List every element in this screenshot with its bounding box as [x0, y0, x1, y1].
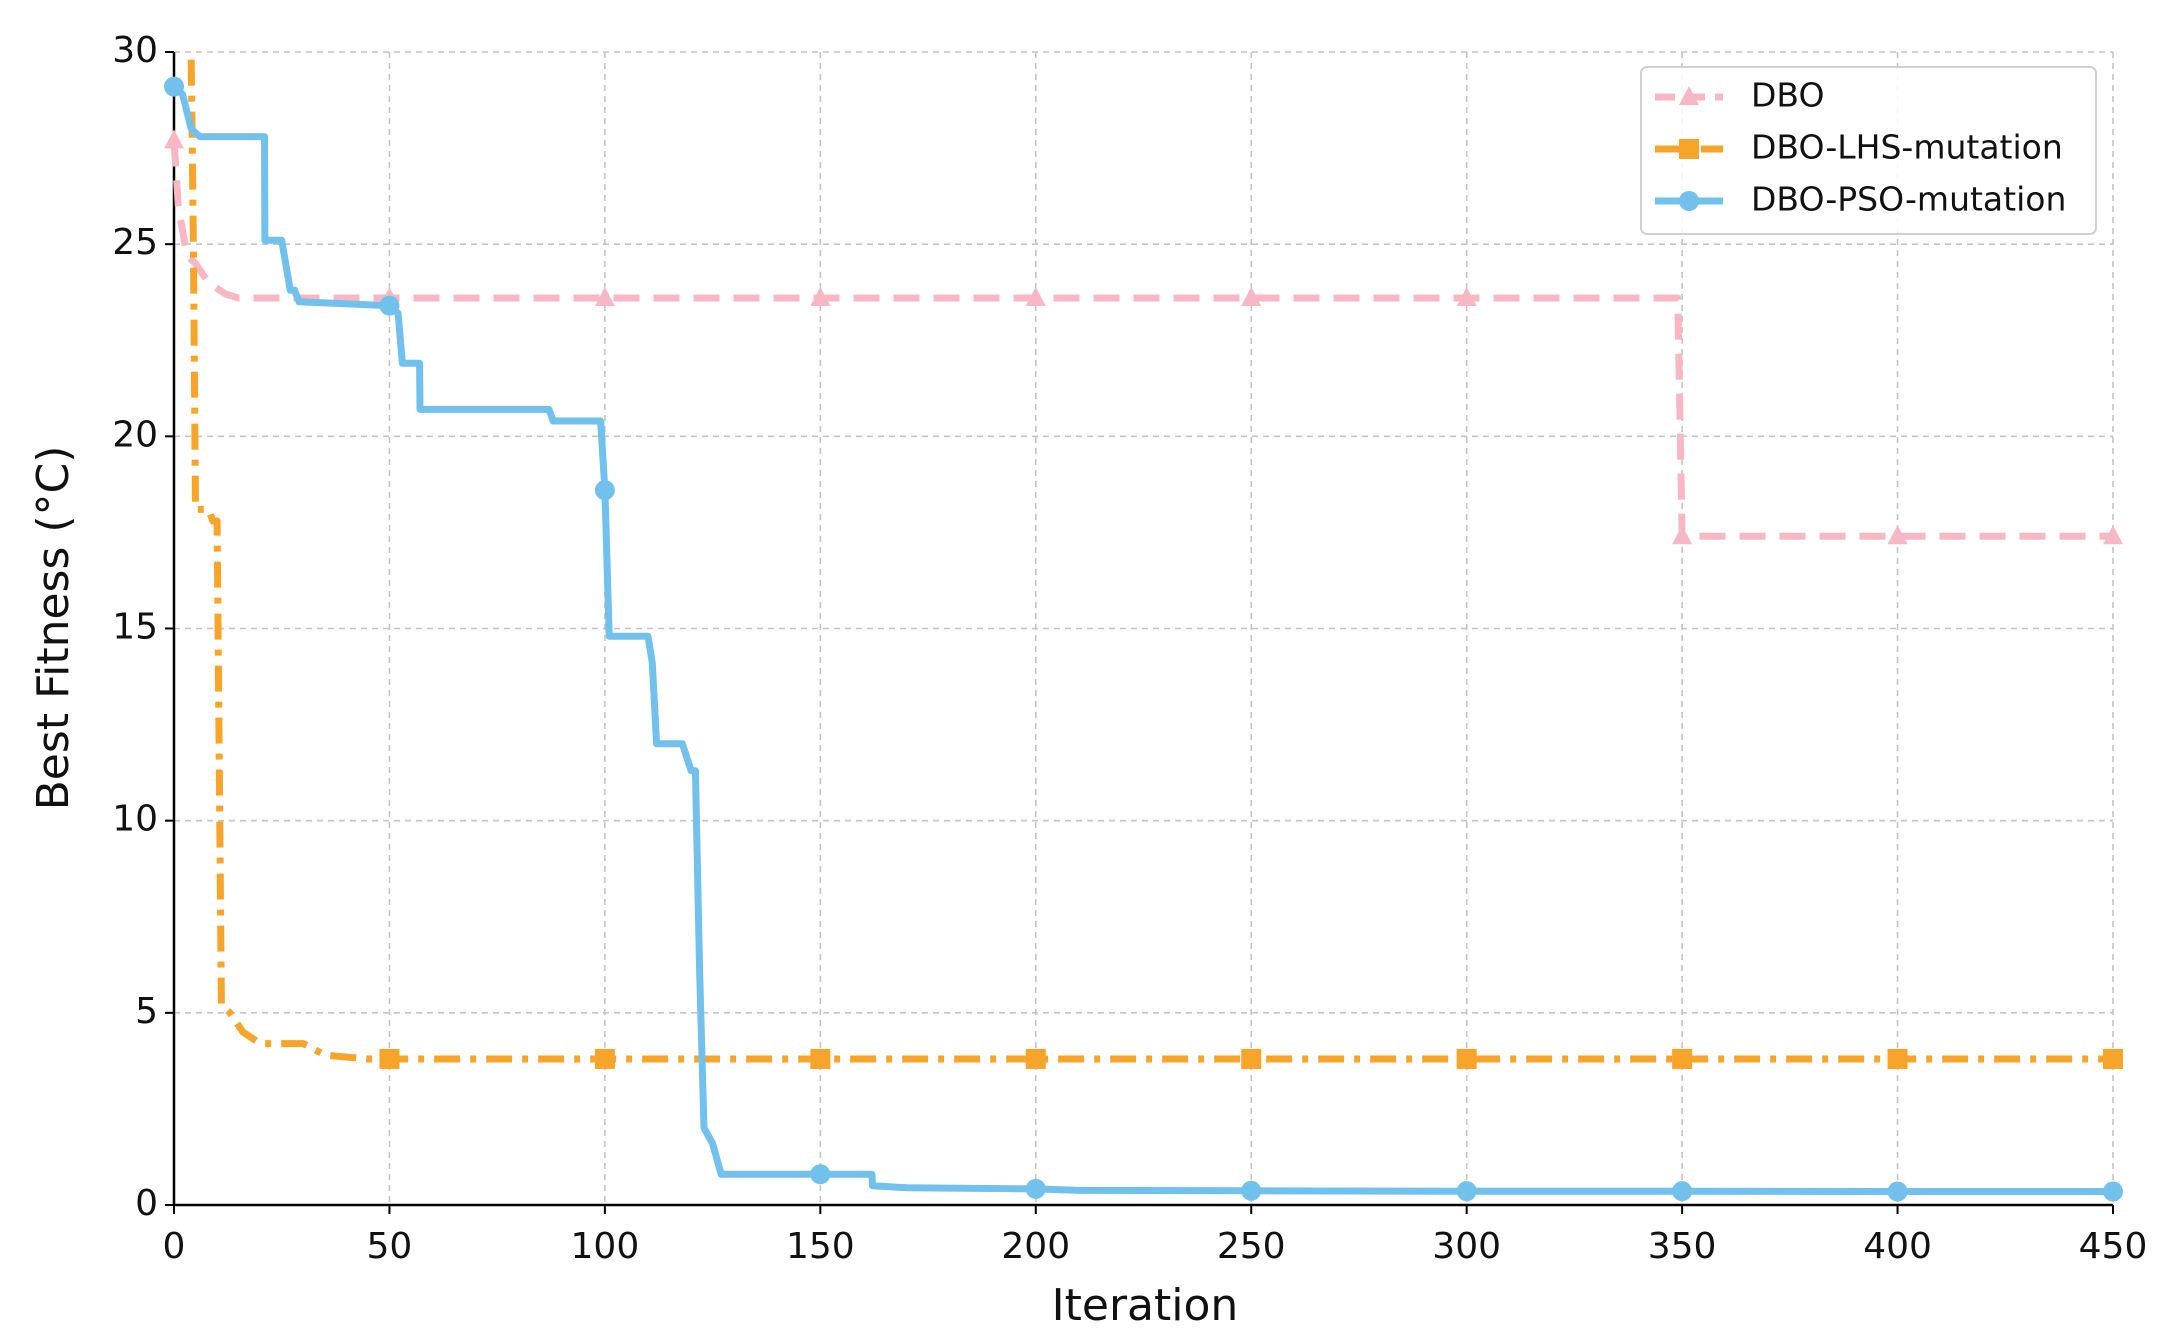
marker [1241, 1180, 1262, 1201]
line [170, 140, 2113, 540]
marker [1456, 286, 1477, 306]
legend-label: DBO-LHS-mutation [1751, 128, 2063, 167]
marker [1887, 1048, 1908, 1069]
y-axis-label: Best Fitness (°C) [28, 446, 79, 811]
marker [2103, 525, 2123, 545]
marker [1456, 1048, 1477, 1069]
marker [1025, 1178, 1046, 1199]
legend-label: DBO [1751, 76, 1824, 115]
x-tick-label: 250 [1217, 1226, 1286, 1267]
marker [1025, 286, 1046, 306]
x-tick-label: 100 [571, 1226, 640, 1267]
y-tick-label: 15 [112, 607, 158, 648]
y-tick-label: 10 [112, 799, 158, 840]
x-tick-label: 0 [163, 1226, 186, 1267]
marker [594, 286, 615, 306]
marker [1456, 1181, 1477, 1202]
marker [594, 480, 615, 501]
marker [1679, 86, 1699, 105]
x-tick-label: 350 [1648, 1226, 1717, 1267]
marker [379, 295, 400, 316]
marker [1672, 1181, 1693, 1202]
line [171, 83, 2113, 1195]
marker [594, 1048, 615, 1069]
marker [164, 76, 184, 97]
x-tick-label: 300 [1432, 1226, 1501, 1267]
marker [1025, 1048, 1046, 1069]
marker [2103, 1181, 2123, 1202]
series [187, 59, 2123, 1069]
x-tick-label: 200 [1001, 1226, 1070, 1267]
marker [1672, 525, 1693, 545]
x-tick-label: 400 [1863, 1226, 1932, 1267]
y-tick-label: 0 [135, 1183, 158, 1224]
x-tick-label: 150 [786, 1226, 855, 1267]
x-tick-label: 450 [2079, 1226, 2148, 1267]
marker [379, 1048, 400, 1069]
marker [2103, 1048, 2123, 1069]
legend-box [1640, 66, 2097, 235]
y-tick-label: 25 [112, 222, 158, 263]
x-axis-label: Iteration [1052, 1280, 1239, 1331]
marker [1679, 139, 1699, 159]
line [187, 59, 2113, 1063]
y-tick-label: 5 [135, 991, 158, 1032]
legend-label: DBO-PSO-mutation [1751, 180, 2066, 219]
marker [1887, 525, 1908, 545]
marker [164, 129, 184, 149]
series [164, 129, 2123, 545]
marker [810, 1048, 831, 1069]
series [164, 76, 2123, 1202]
marker [1679, 191, 1699, 211]
y-tick-label: 20 [112, 414, 158, 455]
marker [1241, 1048, 1262, 1069]
marker [1241, 286, 1262, 306]
y-tick-label: 30 [112, 30, 158, 71]
marker [810, 286, 831, 306]
marker [1672, 1048, 1693, 1069]
marker [810, 1164, 831, 1185]
x-tick-label: 50 [367, 1226, 413, 1267]
marker [1887, 1181, 1908, 1202]
